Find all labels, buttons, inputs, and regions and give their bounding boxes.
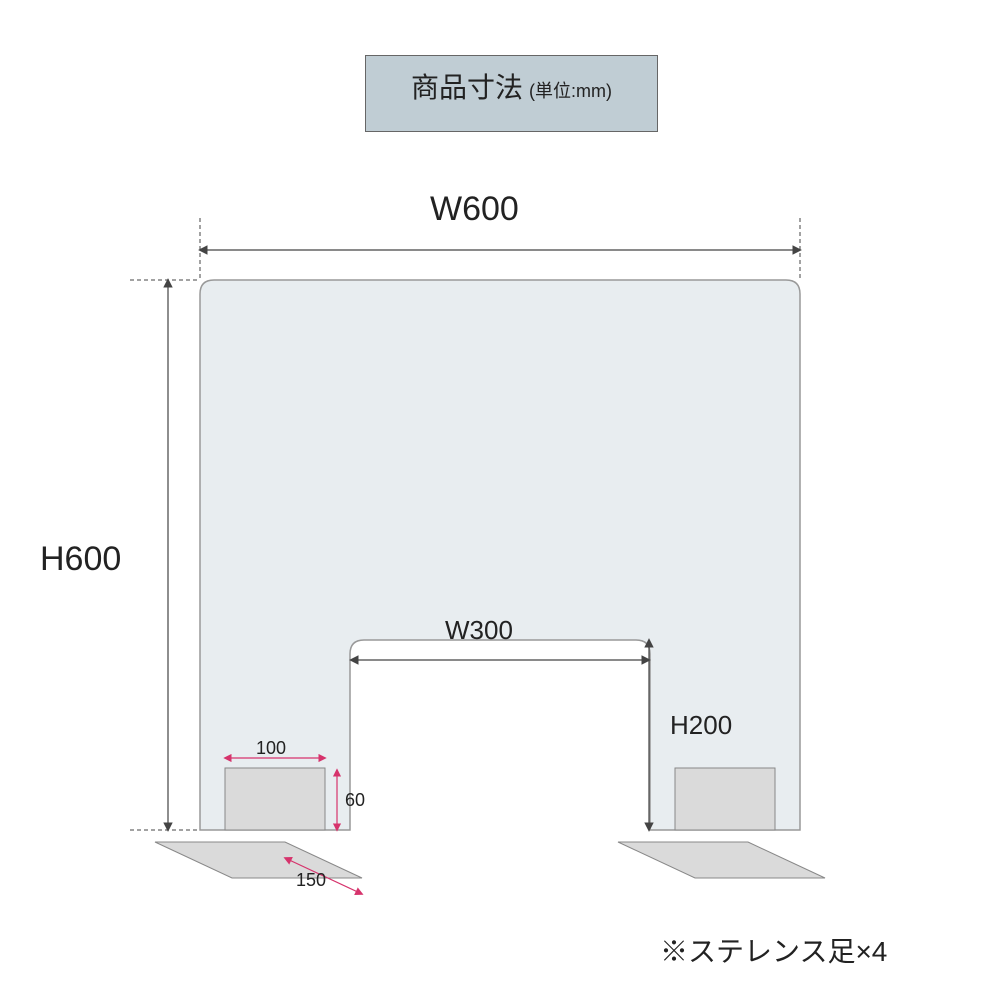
label-W300: W300 (445, 615, 513, 646)
label-W600: W600 (430, 190, 519, 229)
foot-plate (618, 842, 825, 878)
technical-drawing (0, 0, 1001, 1001)
label-100: 100 (256, 738, 286, 759)
label-60: 60 (345, 790, 365, 811)
foot-plate (155, 842, 362, 878)
panel-outline (200, 280, 800, 830)
foot-block (675, 768, 775, 830)
note-text: ※ステレンス足×4 (660, 930, 887, 970)
label-150: 150 (296, 870, 326, 891)
label-H200: H200 (670, 710, 732, 741)
label-H600: H600 (40, 540, 121, 579)
foot-block (225, 768, 325, 830)
